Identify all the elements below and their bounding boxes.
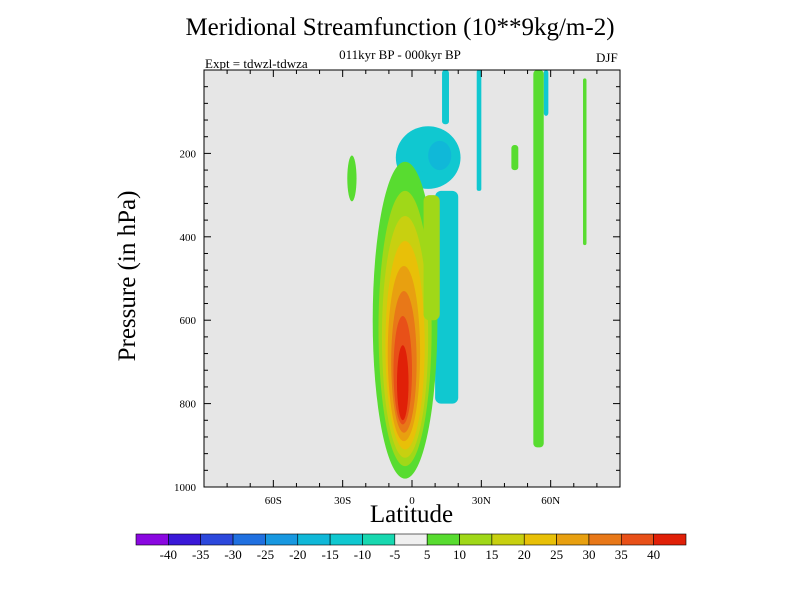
contour-pos-5-nh-band <box>533 70 544 448</box>
colorbar-swatch <box>297 533 331 546</box>
colorbar-label: -25 <box>257 547 274 562</box>
colorbar-swatch <box>426 533 460 546</box>
axes: 60S 30S 0 30N 60N 200 400 600 800 1000 <box>174 69 621 507</box>
contour-neg-5-c <box>543 70 549 116</box>
contour-pos-5-nh-high <box>583 78 587 246</box>
colorbar-swatch <box>200 533 234 546</box>
x-tick-label: 60N <box>541 495 560 507</box>
season-label: DJF <box>596 50 618 65</box>
colorbar-label: -20 <box>289 547 306 562</box>
colorbar-label: -15 <box>321 547 338 562</box>
colorbar-swatch <box>588 533 622 546</box>
colorbar-swatch <box>168 533 202 546</box>
plot-area <box>204 70 620 487</box>
contour-pos-5-nh-mid <box>511 145 519 171</box>
colorbar-label: 10 <box>453 547 466 562</box>
colorbar-swatch <box>265 533 299 546</box>
colorbar-label: 5 <box>424 547 431 562</box>
colorbar-label: -40 <box>160 547 177 562</box>
contour-neg-15 <box>428 140 452 171</box>
chart-subtitle: 011kyr BP - 000kyr BP <box>339 47 461 62</box>
colorbar-swatch <box>394 533 428 546</box>
colorbar-swatch <box>362 533 396 546</box>
colorbar-label: 30 <box>582 547 595 562</box>
x-tick-label: 0 <box>409 495 415 507</box>
colorbar-swatch <box>620 533 654 546</box>
colorbar-swatch <box>459 533 493 546</box>
colorbar-label: 20 <box>518 547 531 562</box>
x-tick-label: 60S <box>265 495 282 507</box>
colorbar-label: 35 <box>615 547 628 562</box>
colorbar-swatch <box>232 533 266 546</box>
y-tick-label: 200 <box>180 148 197 160</box>
colorbar-label: 25 <box>550 547 563 562</box>
y-tick-label: 400 <box>180 232 197 244</box>
colorbar-swatch <box>523 533 557 546</box>
colorbar-swatch <box>135 533 169 546</box>
contour-pos-5-sh-small <box>347 155 357 202</box>
contour-neg-5-spike <box>442 70 449 125</box>
colorbar-label: 40 <box>647 547 660 562</box>
colorbar-label: -5 <box>389 547 400 562</box>
contour-neg-5-b <box>476 70 482 191</box>
colorbar-swatch <box>556 533 590 546</box>
y-tick-label: 1000 <box>174 482 197 494</box>
colorbar-label: -10 <box>354 547 371 562</box>
colorbar-label: 15 <box>485 547 498 562</box>
y-tick-label: 800 <box>180 399 197 411</box>
contour-pos-40 <box>396 345 409 421</box>
colorbar: -40 -35 -30 -25 -20 -15 -10 -5 5 10 15 20 25 30 35 40 <box>135 533 687 562</box>
colorbar-swatch <box>329 533 363 546</box>
colorbar-label: -35 <box>192 547 209 562</box>
chart-title: Meridional Streamfunction (10**9kg/m-2) <box>185 14 615 41</box>
x-tick-label: 30N <box>472 495 491 507</box>
colorbar-label: -30 <box>224 547 241 562</box>
contour-neg-5-a <box>435 190 459 404</box>
contour-pos-5-right-lobe <box>423 195 440 321</box>
experiment-label: Expt = tdwzl-tdwza <box>205 56 308 71</box>
x-axis-label: Latitude <box>369 501 454 528</box>
x-tick-label: 30S <box>334 495 351 507</box>
y-tick-label: 600 <box>180 315 197 327</box>
colorbar-swatch <box>491 533 525 546</box>
colorbar-swatch <box>653 533 687 546</box>
